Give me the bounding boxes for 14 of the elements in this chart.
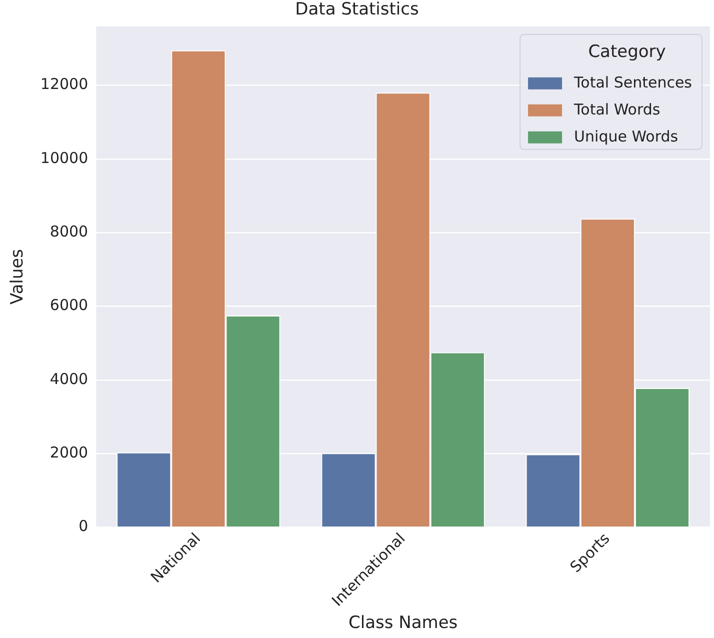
chart-title: Data Statistics <box>295 0 419 20</box>
x-axis-title: Class Names <box>348 613 458 634</box>
y-tick-label: 0 <box>78 517 88 536</box>
legend-label: Total Words <box>573 100 660 118</box>
legend-label: Unique Words <box>574 127 678 146</box>
legend-title: Category <box>588 42 666 62</box>
y-tick-label: 2000 <box>50 443 88 462</box>
y-axis-title: Values <box>8 248 28 305</box>
legend-label: Total Sentences <box>573 73 692 92</box>
y-tick-label: 12000 <box>40 75 88 94</box>
y-tick-label: 4000 <box>50 370 88 388</box>
y-tick-label: 6000 <box>50 296 88 314</box>
y-tick-label: 8000 <box>50 222 88 240</box>
y-tick-label: 10000 <box>40 148 88 167</box>
